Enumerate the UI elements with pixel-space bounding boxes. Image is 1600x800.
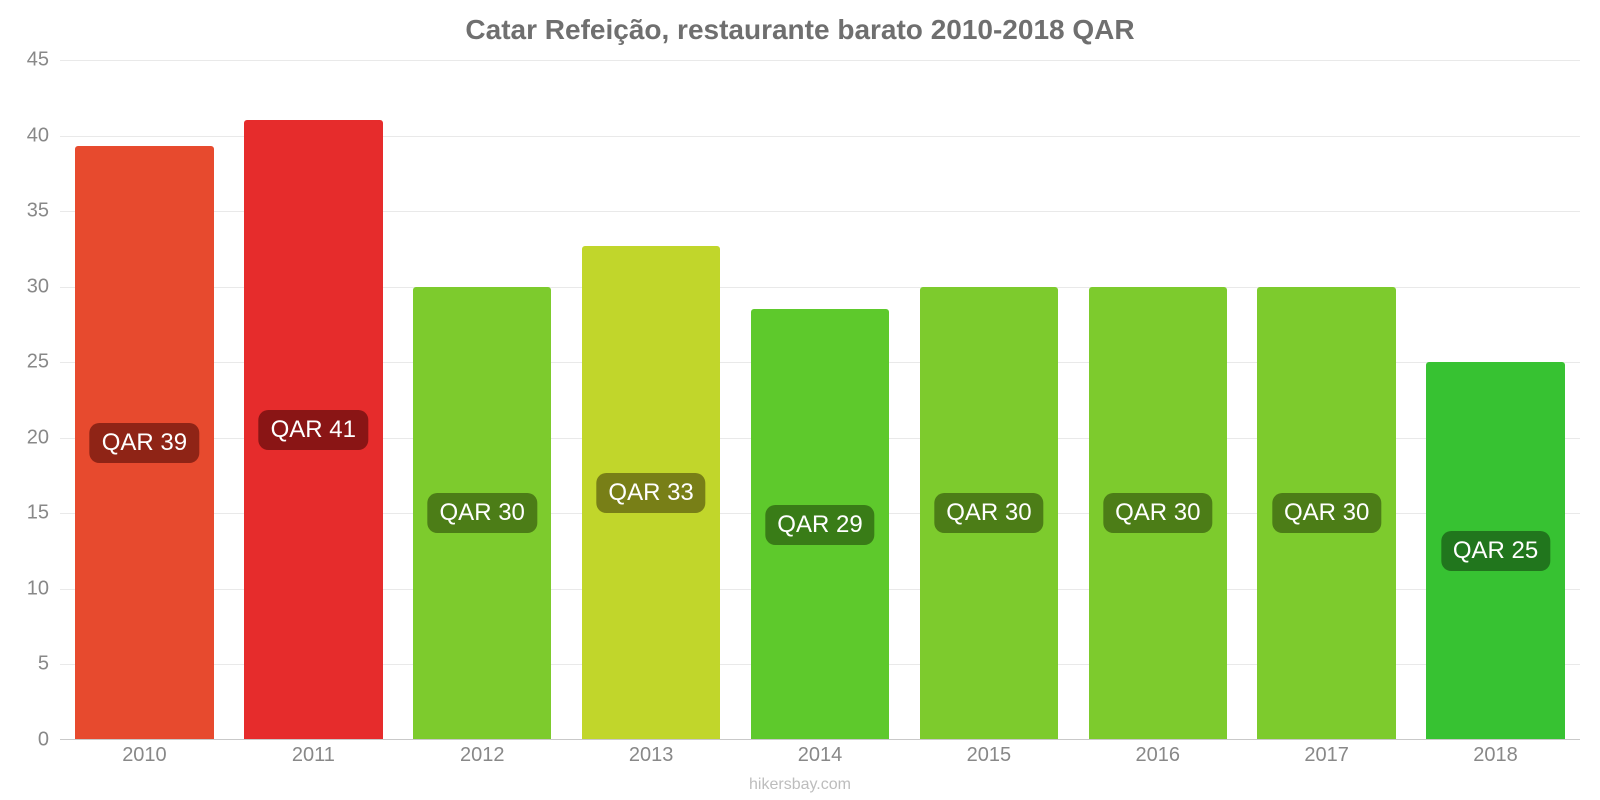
chart-title: Catar Refeição, restaurante barato 2010-…: [0, 0, 1600, 46]
bar: QAR 41: [244, 120, 382, 740]
x-tick-label: 2012: [460, 744, 505, 767]
x-tick-label: 2013: [629, 744, 674, 767]
y-tick-label: 10: [27, 577, 49, 600]
y-tick-label: 45: [27, 49, 49, 72]
bar-chart: Catar Refeição, restaurante barato 2010-…: [0, 0, 1600, 800]
y-tick-label: 30: [27, 275, 49, 298]
x-tick-label: 2015: [967, 744, 1012, 767]
bar: QAR 30: [413, 287, 551, 740]
x-tick-label: 2018: [1473, 744, 1518, 767]
bar: QAR 30: [920, 287, 1058, 740]
x-tick-label: 2011: [292, 744, 335, 767]
y-tick-label: 40: [27, 124, 49, 147]
bar-value-label: QAR 30: [934, 493, 1043, 533]
bar-value-label: QAR 33: [596, 473, 705, 513]
bar: QAR 29: [751, 309, 889, 740]
bar: QAR 39: [75, 146, 213, 740]
bars-group: QAR 39 QAR 41 QAR 30 QAR 33 QAR 29 QAR 30 QAR …: [60, 60, 1580, 740]
bar-value-label: QAR 41: [259, 410, 368, 450]
x-axis: 2010 2011 2012 2013 2014 2015 2016 2017 2018: [60, 744, 1580, 774]
y-tick-label: 20: [27, 426, 49, 449]
bar-value-label: QAR 30: [1103, 493, 1212, 533]
bar: QAR 30: [1257, 287, 1395, 740]
bar: QAR 30: [1089, 287, 1227, 740]
x-tick-label: 2010: [122, 744, 167, 767]
y-tick-label: 0: [38, 729, 49, 752]
bar-value-label: QAR 30: [428, 493, 537, 533]
bar: QAR 33: [582, 246, 720, 740]
x-tick-label: 2016: [1136, 744, 1181, 767]
bar-value-label: QAR 29: [765, 505, 874, 545]
bar: QAR 25: [1426, 362, 1564, 740]
y-tick-label: 25: [27, 351, 49, 374]
x-tick-label: 2017: [1304, 744, 1349, 767]
y-axis: 051015202530354045: [0, 60, 55, 740]
plot-area: QAR 39 QAR 41 QAR 30 QAR 33 QAR 29 QAR 30 QAR …: [60, 60, 1580, 740]
bar-value-label: QAR 30: [1272, 493, 1381, 533]
y-tick-label: 15: [27, 502, 49, 525]
y-tick-label: 5: [38, 653, 49, 676]
x-tick-label: 2014: [798, 744, 843, 767]
y-tick-label: 35: [27, 200, 49, 223]
bar-value-label: QAR 39: [90, 423, 199, 463]
credit-text: hikersbay.com: [0, 776, 1600, 794]
bar-value-label: QAR 25: [1441, 531, 1550, 571]
x-axis-line: [60, 739, 1580, 740]
